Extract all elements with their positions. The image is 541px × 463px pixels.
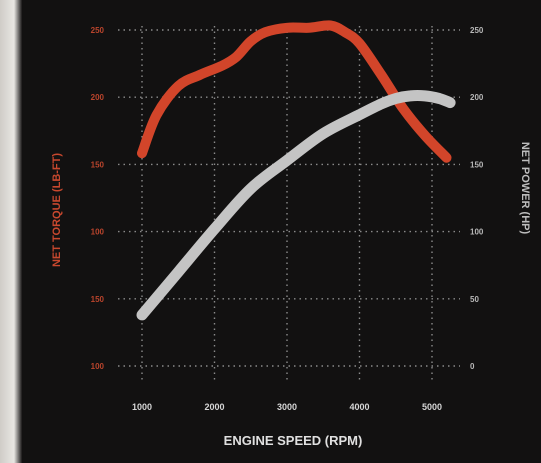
left-axis-label: NET TORQUE (LB-FT)	[51, 153, 63, 267]
right-axis-tick-label: 50	[470, 295, 479, 304]
power-series-line	[136, 90, 456, 321]
right-axis-label: NET POWER (HP)	[519, 142, 531, 235]
left-axis-tick-label: 200	[91, 93, 105, 102]
x-axis-ticks: 1000 2000 3000 4000 5000	[132, 402, 442, 412]
left-axis-tick-label: 250	[91, 26, 105, 35]
right-axis-tick-label: 100	[470, 228, 484, 237]
grid	[118, 26, 460, 380]
left-axis-tick-label: 100	[91, 362, 105, 371]
x-axis-tick-label: 5000	[422, 402, 442, 412]
x-axis-tick-label: 1000	[132, 402, 152, 412]
right-axis-tick-label: 200	[470, 93, 484, 102]
right-axis-ticks: 250 200 150 100 50 0	[470, 26, 484, 371]
left-axis-tick-label: 100	[91, 228, 105, 237]
right-axis-tick-label: 250	[470, 26, 484, 35]
right-axis-tick-label: 150	[470, 160, 484, 169]
x-axis-tick-label: 4000	[349, 402, 369, 412]
left-axis-tick-label: 150	[91, 160, 105, 169]
left-axis-tick-label: 150	[91, 295, 105, 304]
torque-series-line	[137, 20, 452, 163]
right-axis-tick-label: 0	[470, 362, 475, 371]
x-axis-tick-label: 3000	[277, 402, 297, 412]
x-axis-label: ENGINE SPEED (RPM)	[224, 433, 363, 448]
x-axis-tick-label: 2000	[204, 402, 224, 412]
left-axis-ticks: 250 200 150 100 150 100	[91, 26, 105, 371]
